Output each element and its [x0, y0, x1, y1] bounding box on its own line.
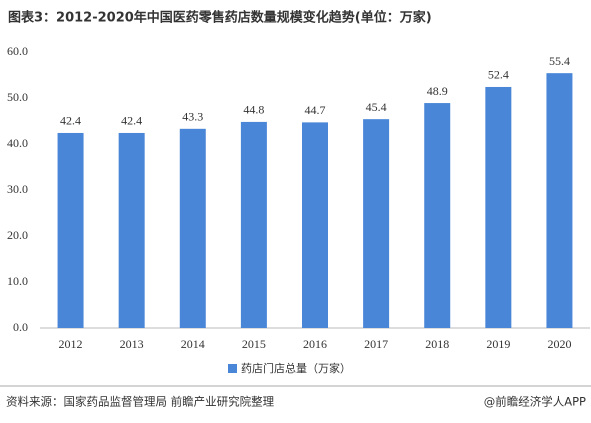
bar: [240, 121, 267, 328]
bar: [485, 86, 512, 329]
x-tick-label: 2015: [242, 337, 266, 351]
bar: [57, 132, 84, 328]
credit: @前瞻经济学人APP: [484, 395, 586, 409]
x-tick-label: 2018: [425, 337, 449, 351]
data-label: 43.3: [182, 110, 203, 124]
data-label: 42.4: [121, 114, 142, 128]
x-tick-label: 2019: [486, 337, 510, 351]
data-label: 48.9: [427, 84, 448, 98]
bar: [363, 119, 390, 328]
x-tick-label: 2017: [364, 337, 388, 351]
data-label: 42.4: [60, 114, 81, 128]
y-tick-label: 50.0: [7, 90, 28, 104]
data-label: 44.7: [305, 103, 326, 117]
y-tick-label: 0.0: [13, 320, 28, 334]
legend-swatch: [228, 364, 237, 373]
y-tick-label: 20.0: [7, 228, 28, 242]
y-tick-label: 60.0: [7, 44, 28, 58]
data-label: 55.4: [549, 54, 570, 68]
x-tick-label: 2014: [181, 337, 205, 351]
data-label: 44.8: [243, 103, 264, 117]
y-tick-label: 30.0: [7, 182, 28, 196]
bar: [302, 122, 328, 328]
legend-label: 药店门店总量（万家）: [241, 361, 351, 375]
y-tick-label: 10.0: [7, 274, 28, 288]
x-tick-label: 2020: [547, 337, 571, 351]
data-label: 52.4: [488, 68, 509, 82]
x-tick-label: 2012: [59, 337, 83, 351]
bar: [118, 132, 145, 328]
y-tick-label: 40.0: [7, 136, 28, 150]
bar: [179, 128, 206, 328]
chart-title: 图表3：2012-2020年中国医药零售药店数量规模变化趋势(单位：万家): [8, 10, 432, 26]
x-tick-label: 2013: [120, 337, 144, 351]
source: 资料来源：国家药品监督管理局 前瞻产业研究院整理: [6, 395, 275, 409]
x-tick-label: 2016: [303, 337, 327, 351]
data-label: 45.4: [366, 100, 387, 114]
bar: [424, 103, 451, 328]
bar: [546, 73, 573, 328]
